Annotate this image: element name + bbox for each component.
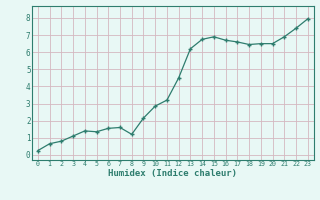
X-axis label: Humidex (Indice chaleur): Humidex (Indice chaleur) [108, 169, 237, 178]
